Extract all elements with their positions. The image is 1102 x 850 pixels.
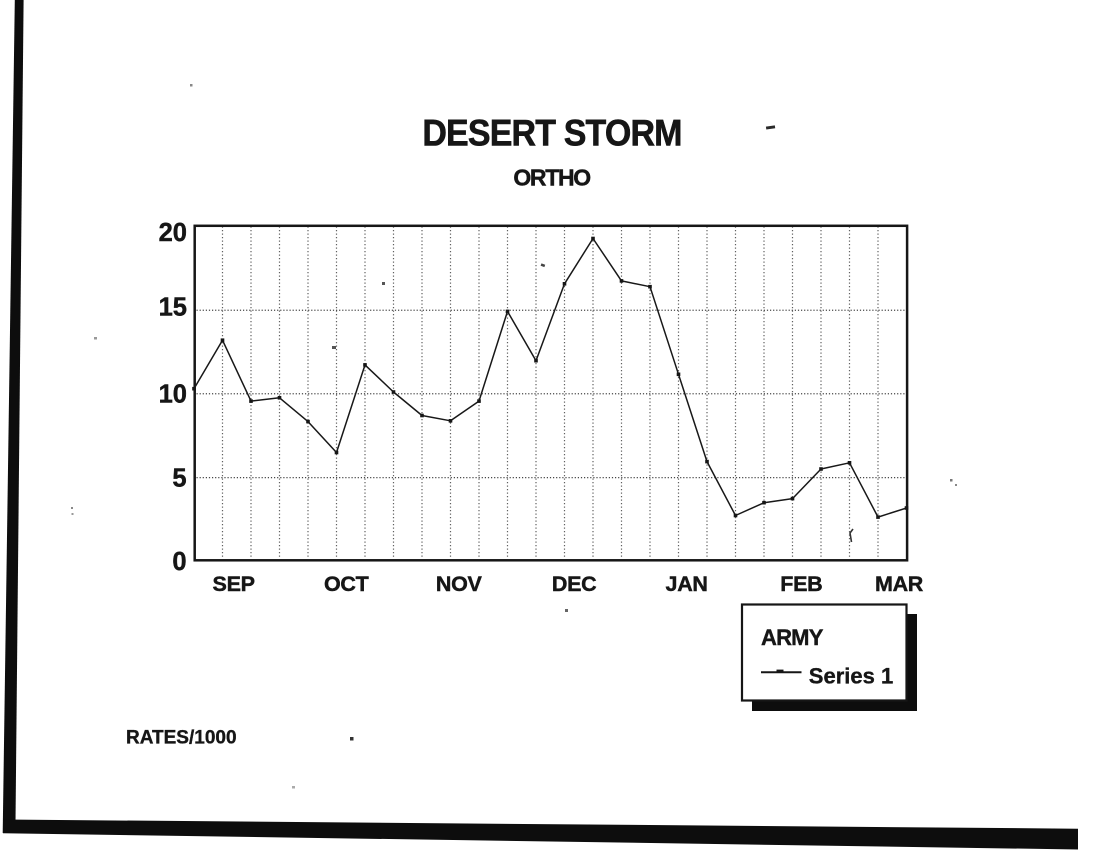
svg-text:NOV: NOV <box>436 572 483 596</box>
svg-text:SEP: SEP <box>213 572 255 596</box>
svg-text:OCT: OCT <box>324 572 369 596</box>
svg-text:ARMY: ARMY <box>761 625 824 650</box>
svg-text:FEB: FEB <box>780 572 822 596</box>
svg-text:10: 10 <box>159 381 187 409</box>
svg-text:DEC: DEC <box>552 572 597 596</box>
svg-text:MAR: MAR <box>875 572 924 596</box>
svg-text:DESERT STORM: DESERT STORM <box>422 112 681 154</box>
svg-text:JAN: JAN <box>666 572 708 596</box>
svg-text:15: 15 <box>159 294 187 322</box>
svg-text:Series 1: Series 1 <box>809 664 893 689</box>
svg-text:RATES/1000: RATES/1000 <box>126 727 237 748</box>
svg-text:ORTHO: ORTHO <box>513 164 590 190</box>
svg-text:20: 20 <box>159 219 187 247</box>
svg-text:5: 5 <box>172 465 186 493</box>
svg-text:0: 0 <box>172 548 186 576</box>
